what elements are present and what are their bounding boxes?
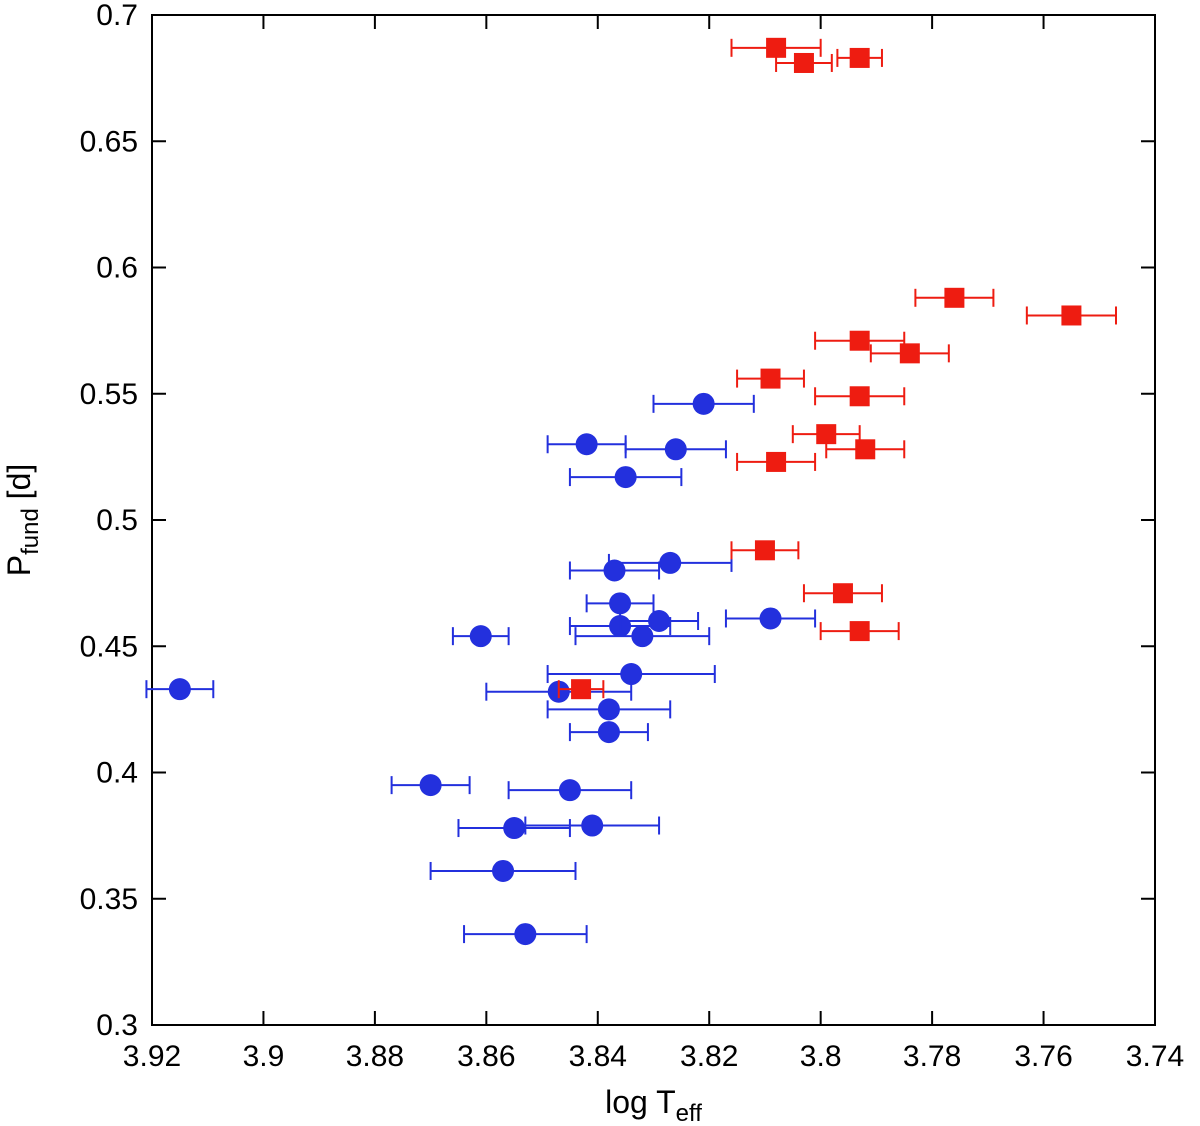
x-tick-label: 3.78 [903,1040,961,1073]
y-tick-label: 0.35 [80,883,138,916]
y-tick-label: 0.55 [80,378,138,411]
blue-circle-point [558,779,581,802]
red-square-point [760,368,781,389]
red-square-point [571,679,592,700]
plot-border [151,14,1156,1026]
red-square-point [1061,305,1082,326]
y-tick-label: 0.6 [96,252,138,285]
x-tick-label: 3.88 [346,1040,404,1073]
x-tick-label: 3.84 [569,1040,627,1073]
x-tick-label: 3.86 [457,1040,515,1073]
y-tick-label: 0.65 [80,125,138,158]
x-tick-label: 3.82 [680,1040,738,1073]
x-tick-label: 3.76 [1014,1040,1072,1073]
red-square-point [832,583,853,604]
y-tick-label: 0.45 [80,630,138,663]
blue-circle-point [581,814,604,837]
red-square-point [766,451,787,472]
blue-circle-point [659,551,682,574]
red-square-point [766,37,787,58]
blue-circle-point [168,678,191,701]
blue-circle-point [469,625,492,648]
blue-circle-point [631,625,654,648]
x-tick-label: 3.8 [800,1040,842,1073]
blue-circle-point [514,923,537,946]
blue-circle-point [597,698,620,721]
series-blue-circles [145,392,817,946]
y-tick-label: 0.5 [96,504,138,537]
y-tick-label: 0.7 [96,0,138,32]
x-tick-label: 3.92 [123,1040,181,1073]
x-tick-label: 3.74 [1126,1040,1184,1073]
blue-circle-point [648,610,671,632]
blue-circle-point [614,466,637,489]
blue-circle-point [609,592,632,615]
red-square-point [816,424,837,445]
red-square-point [849,386,870,407]
red-square-point [944,287,965,308]
red-square-point [899,343,920,364]
y-tick-label: 0.4 [96,757,138,790]
red-square-point [793,52,814,73]
x-axis-ticks: 3.92 3.9 3.88 3.86 3.84 3.82 3.8 3.78 3.76 3.74 [123,15,1184,1073]
blue-circle-point [419,774,442,797]
blue-circle-point [664,438,687,461]
x-axis-label: log Teff [605,1084,702,1121]
blue-circle-point [597,721,620,744]
y-tick-label: 0.3 [96,1009,138,1042]
red-square-point [754,540,775,561]
blue-circle-point [692,392,715,415]
red-square-point [849,330,870,351]
series-red-squares [557,37,1117,700]
blue-circle-point [620,663,643,686]
blue-circle-point [503,817,526,840]
blue-circle-point [759,607,782,630]
red-square-point [849,621,870,642]
blue-circle-point [492,859,515,882]
y-axis-ticks: 0.3 0.35 0.4 0.45 0.5 0.55 0.6 0.65 0.7 [80,0,1155,1042]
blue-circle-point [575,433,598,456]
x-tick-label: 3.9 [243,1040,285,1073]
y-axis-label: Pfund [d] [1,464,44,577]
red-square-point [855,439,876,460]
red-square-point [849,47,870,68]
